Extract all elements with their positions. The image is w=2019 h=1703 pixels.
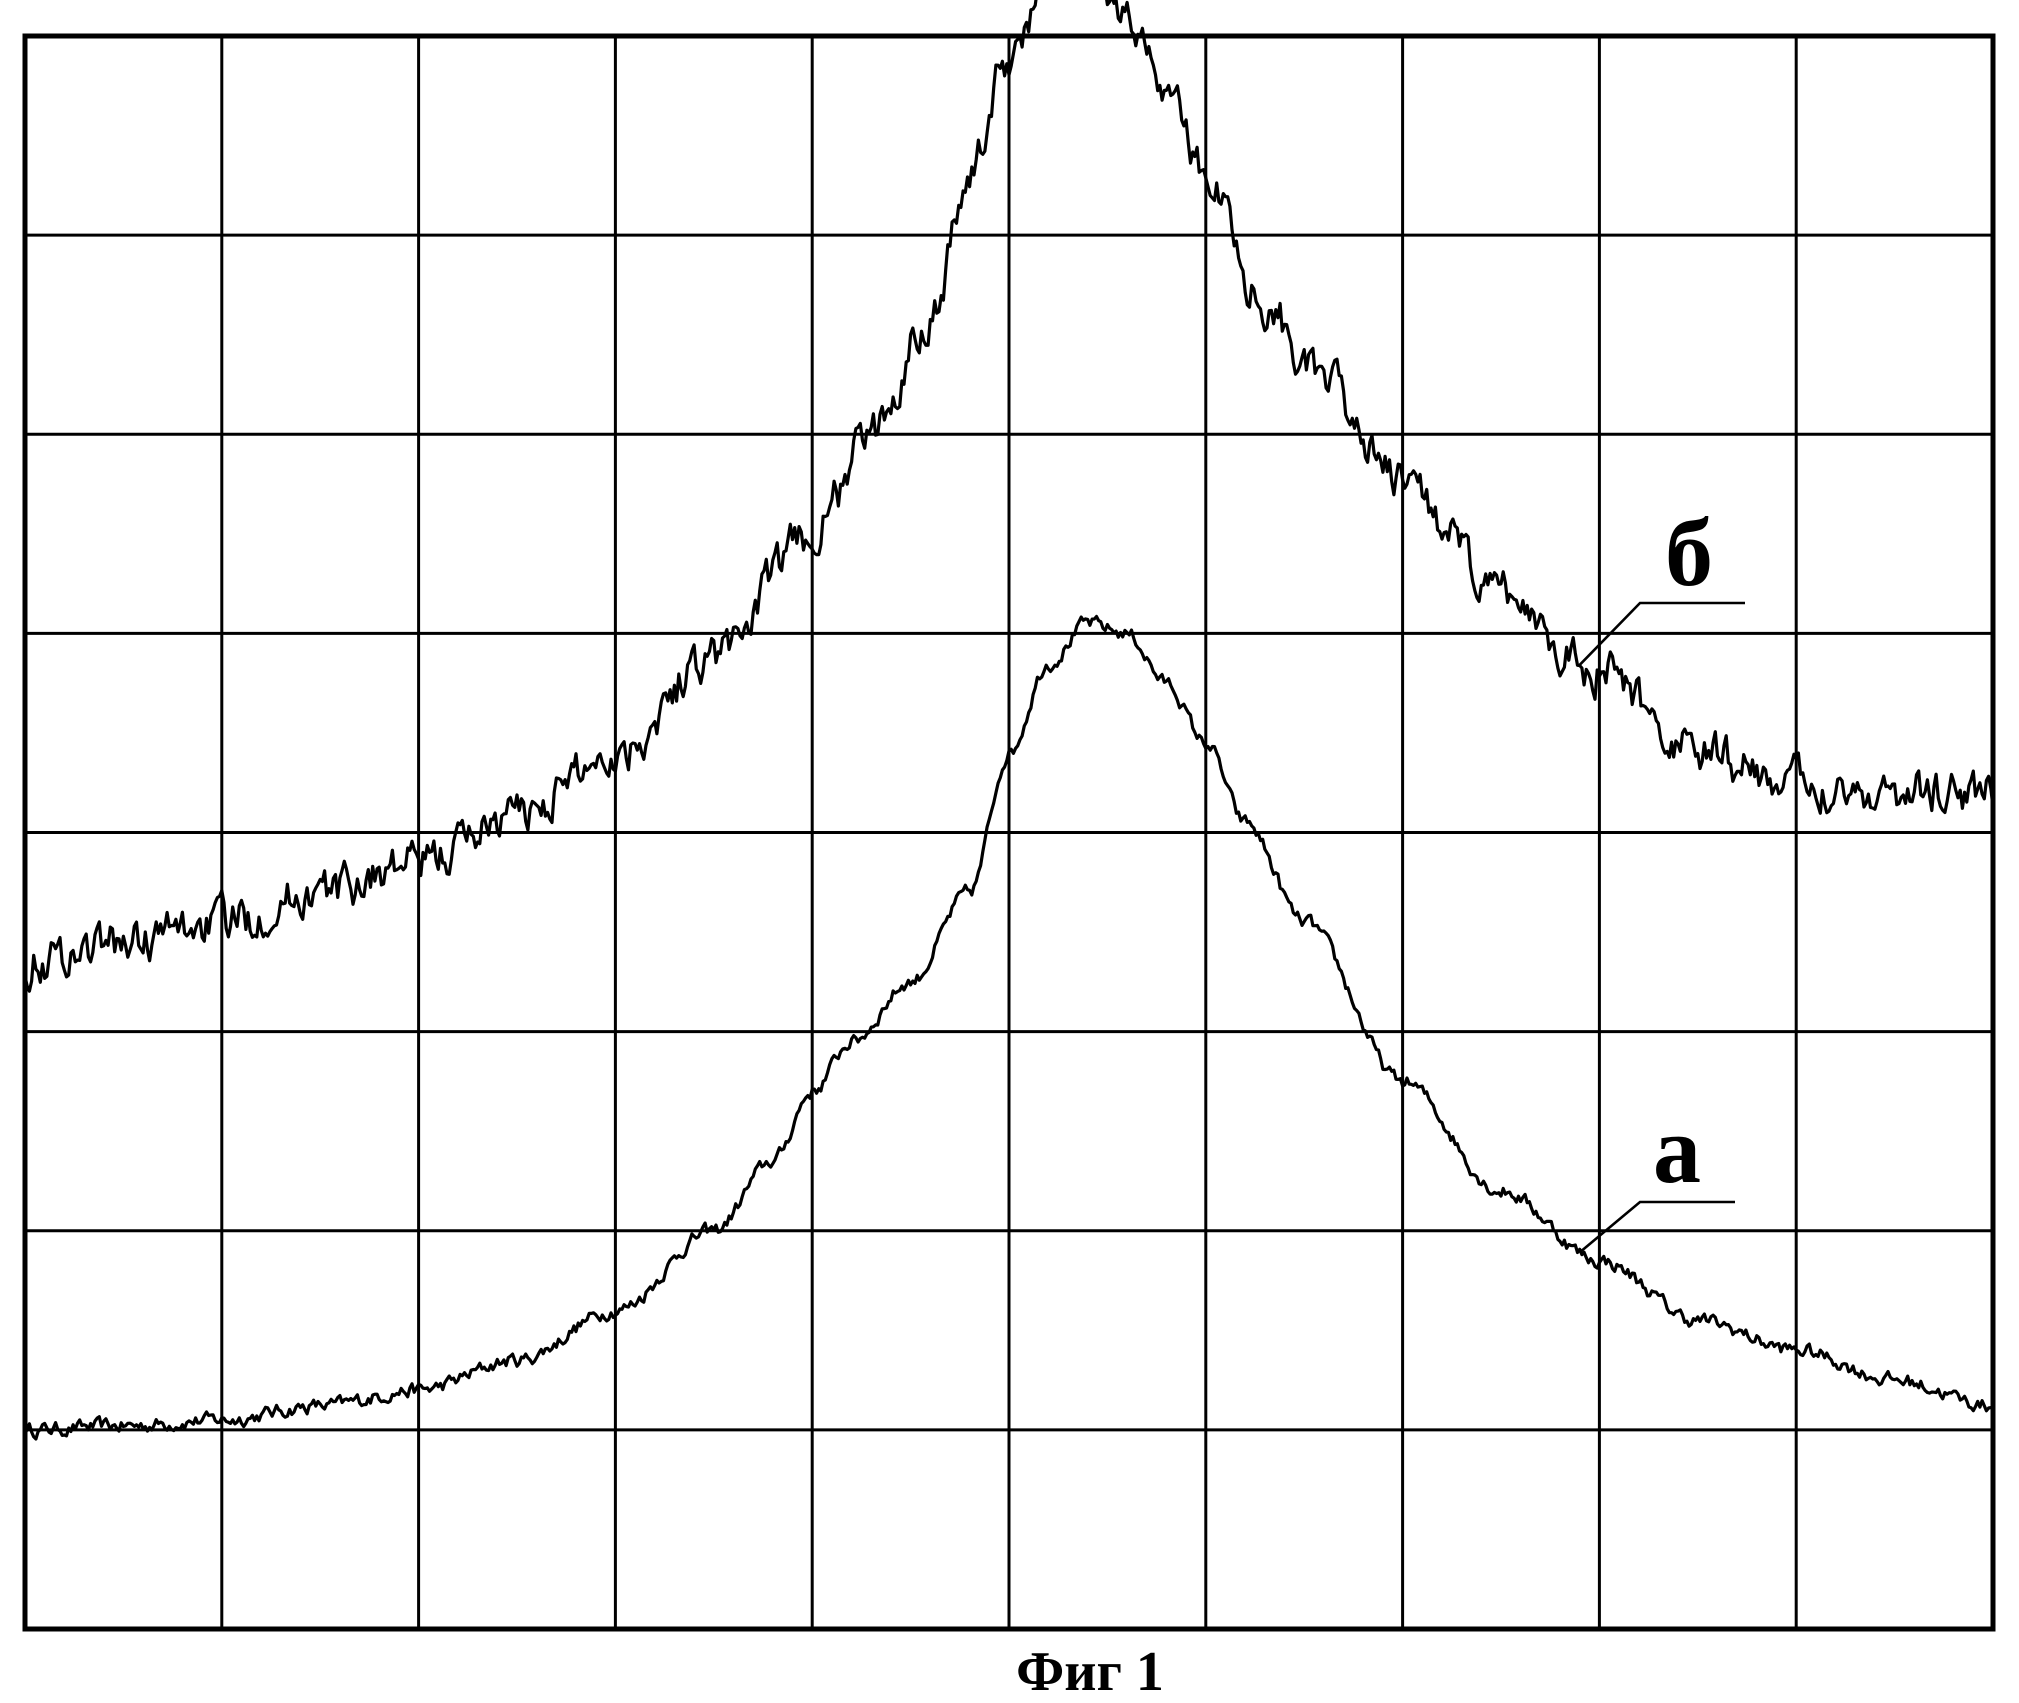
grid xyxy=(25,36,1993,1629)
figure-caption: Фиг 1 xyxy=(1016,1641,1164,1703)
series-label-b: б xyxy=(1665,499,1713,606)
series-label-a: а xyxy=(1653,1096,1701,1203)
leader-line-a xyxy=(1579,1202,1735,1253)
